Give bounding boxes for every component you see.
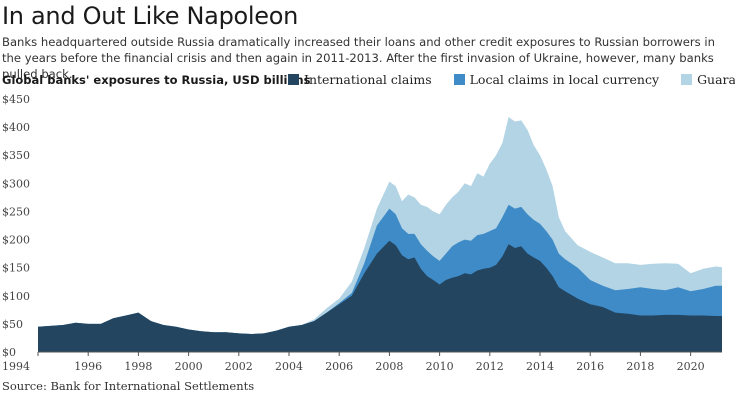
x-tick-label: 1996: [74, 360, 102, 373]
legend-item-international: International claims: [288, 72, 432, 87]
legend-swatch-guarantees: [681, 74, 693, 85]
legend-swatch-local: [453, 74, 465, 85]
x-tick-label: 2006: [325, 360, 353, 373]
y-tick-label: $400: [2, 121, 30, 134]
y-tick-label: $300: [2, 177, 30, 190]
x-tick-label: 2012: [476, 360, 504, 373]
y-tick-label: $100: [2, 290, 30, 303]
x-tick-label: 2008: [375, 360, 403, 373]
x-tick-label: 1998: [124, 360, 152, 373]
legend-item-guarantees: Guarantees: [681, 72, 735, 87]
legend-label-local: Local claims in local currency: [469, 72, 660, 87]
y-tick-label: $200: [2, 234, 30, 247]
legend-label-international: International claims: [304, 72, 432, 87]
x-tick-label: 2014: [526, 360, 554, 373]
page-subtitle: Banks headquartered outside Russia drama…: [2, 35, 715, 81]
x-tick-label: 2002: [225, 360, 253, 373]
area-international: [38, 240, 722, 352]
chart-title: Global banks' exposures to Russia, USD b…: [2, 73, 311, 87]
source-note: Source: Bank for International Settlemen…: [2, 379, 255, 393]
x-tick-label: 1994: [2, 360, 30, 373]
y-tick-label: $250: [2, 205, 30, 218]
x-tick-label: 2020: [677, 360, 705, 373]
chart-axes: $0 $50 $100 $150 $200 $250 $300 $350 $400 $450 199…: [2, 93, 722, 373]
x-tick-label: 2000: [175, 360, 203, 373]
y-tick-label: $50: [2, 318, 23, 331]
y-tick-label: $450: [2, 93, 30, 106]
x-tick-label: 2018: [626, 360, 654, 373]
x-tick-label: 2004: [275, 360, 303, 373]
legend-swatch-international: [288, 74, 299, 85]
chart-legend: International claims Local claims in loc…: [288, 72, 735, 87]
x-tick-label: 2016: [576, 360, 604, 373]
page-title: In and Out Like Napoleon: [2, 2, 299, 30]
x-tick-label: 2010: [426, 360, 454, 373]
y-tick-label: $350: [2, 149, 30, 162]
chart-areas: [38, 117, 722, 352]
legend-label-guarantees: Guarantees: [697, 72, 735, 87]
y-tick-label: $150: [2, 262, 30, 275]
legend-item-local: Local claims in local currency: [453, 72, 660, 87]
y-tick-label: $0: [2, 346, 16, 359]
